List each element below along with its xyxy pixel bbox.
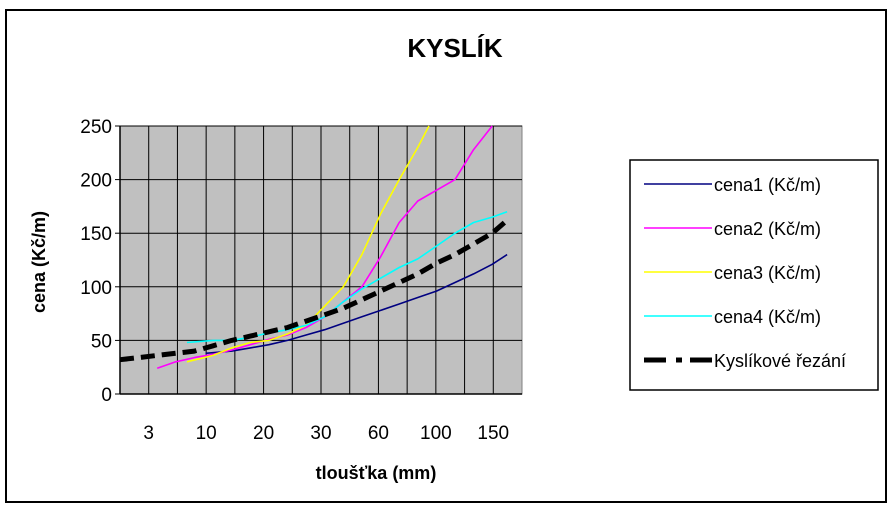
x-tick-label: 20 [253,423,274,444]
x-tick-label: 60 [368,423,389,444]
legend: cena1 (Kč/m) cena2 (Kč/m) cena3 (Kč/m) cena… [629,159,879,391]
legend-label-2: cena2 (Kč/m) [714,219,821,239]
x-tick-label: 150 [477,423,509,444]
x-tick-label: 3 [143,423,154,444]
y-tick-label: 250 [80,117,112,138]
y-tick-label: 200 [80,171,112,192]
series-line-2 [156,125,493,370]
plot-layer: 0 50 100 150 200 250 3 10 20 30 60 100 150 [80,117,523,444]
legend-label-3: cena3 (Kč/m) [714,263,821,283]
series-line-1 [205,253,508,355]
legend-label-5: Kyslíkové řezání [714,351,846,371]
x-tick-label: 10 [196,423,217,444]
x-axis-title: tloušťka (mm) [316,463,437,483]
y-axis-title: cena (Kč/m) [29,211,49,313]
chart-title: KYSLÍK [407,33,503,63]
series-line-5 [119,218,509,363]
y-tick-label: 50 [91,331,112,352]
x-tick-label: 30 [310,423,331,444]
legend-label-4: cena4 (Kč/m) [714,307,821,327]
legend-label-1: cena1 (Kč/m) [714,175,821,195]
y-tick-label: 0 [101,385,112,406]
y-tick-label: 150 [80,224,112,245]
y-tick-label: 100 [80,278,112,299]
legend-box [629,159,879,391]
x-tick-label: 100 [420,423,452,444]
